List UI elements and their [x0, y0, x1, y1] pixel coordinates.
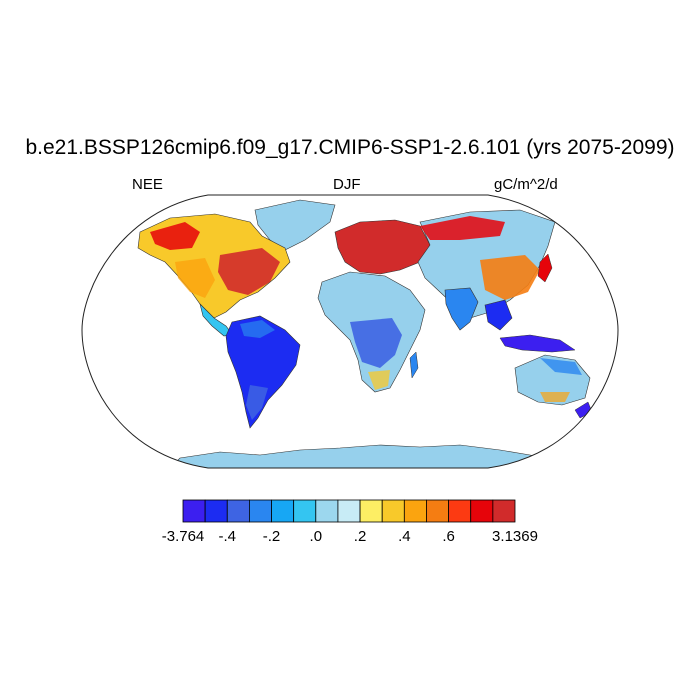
- globe-outline: [81, 194, 619, 469]
- southeast-asia: [484, 299, 513, 331]
- colorbar-box-5: [293, 499, 317, 523]
- australia-south: [540, 392, 570, 402]
- colorbar-label: .2: [353, 528, 367, 545]
- colorbar-label: 3.1369: [492, 528, 538, 545]
- plot-title: b.e21.BSSP126cmip6.f09_g17.CMIP6-SSP1-2.…: [25, 136, 675, 159]
- africa-south: [368, 370, 390, 390]
- south-america-south: [246, 385, 268, 420]
- variable-label: NEE: [132, 176, 163, 193]
- greenland: [254, 199, 336, 251]
- asia-north-hot: [420, 216, 505, 240]
- australia-north: [540, 358, 582, 375]
- africa-central: [350, 318, 402, 368]
- colorbar-box-2: [226, 499, 250, 523]
- colorbar-box-7: [337, 499, 361, 523]
- colorbar-box-4: [271, 499, 295, 523]
- south-america: [225, 315, 301, 429]
- colorbar-label: -3.764: [161, 528, 205, 545]
- colorbar-label: -.2: [262, 528, 281, 545]
- colorbar-box-9: [381, 499, 405, 523]
- japan: [537, 253, 553, 283]
- season-label: DJF: [333, 176, 361, 193]
- units-label: gC/m^2/d: [494, 176, 558, 193]
- colorbar-label: -.4: [218, 528, 237, 545]
- south-america-north: [240, 320, 275, 338]
- map-content: [137, 199, 593, 468]
- colorbar-box-14: [492, 499, 516, 523]
- colorbar-box-12: [448, 499, 472, 523]
- colorbar-box-3: [248, 499, 272, 523]
- colorbar-box-11: [426, 499, 450, 523]
- north-america-east-hot: [218, 248, 280, 295]
- colorbar-box-10: [403, 499, 427, 523]
- colorbar-box-13: [470, 499, 494, 523]
- colorbar-label: .4: [398, 528, 411, 545]
- north-america-hot: [150, 222, 200, 250]
- colorbar-label: .6: [442, 528, 455, 545]
- colorbar-box-6: [315, 499, 339, 523]
- india: [444, 287, 479, 331]
- europe: [334, 219, 431, 275]
- colorbar-box-0: [182, 499, 206, 523]
- north-america-west: [175, 258, 215, 298]
- colorbar-box-1: [204, 499, 228, 523]
- asia-east-hot: [480, 255, 540, 300]
- colorbar-box-8: [359, 499, 383, 523]
- colorbar-label: .0: [309, 528, 323, 545]
- madagascar: [409, 351, 419, 379]
- indonesia: [499, 334, 576, 353]
